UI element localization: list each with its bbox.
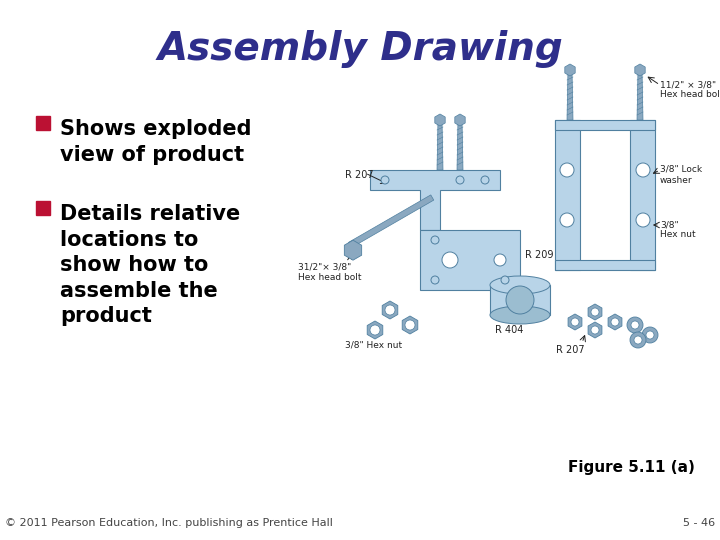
Circle shape bbox=[642, 327, 658, 343]
Circle shape bbox=[370, 325, 380, 335]
Circle shape bbox=[501, 276, 509, 284]
Text: 3/8": 3/8" bbox=[660, 220, 679, 229]
Circle shape bbox=[627, 317, 643, 333]
Text: Hex head bolt: Hex head bolt bbox=[660, 90, 720, 99]
Polygon shape bbox=[370, 170, 500, 230]
Circle shape bbox=[456, 176, 464, 184]
Polygon shape bbox=[437, 120, 443, 170]
Text: R 209: R 209 bbox=[525, 250, 554, 260]
Circle shape bbox=[381, 176, 389, 184]
Polygon shape bbox=[567, 70, 573, 120]
Polygon shape bbox=[457, 120, 463, 170]
Polygon shape bbox=[490, 285, 550, 315]
Polygon shape bbox=[630, 120, 655, 270]
Text: Assembly Drawing: Assembly Drawing bbox=[157, 30, 563, 68]
Text: 5 - 46: 5 - 46 bbox=[683, 518, 715, 528]
Ellipse shape bbox=[490, 306, 550, 324]
Circle shape bbox=[636, 163, 650, 177]
Text: washer: washer bbox=[660, 176, 693, 185]
Circle shape bbox=[385, 305, 395, 315]
Circle shape bbox=[611, 318, 619, 326]
Circle shape bbox=[431, 236, 439, 244]
Circle shape bbox=[560, 213, 574, 227]
Circle shape bbox=[591, 326, 599, 334]
Circle shape bbox=[494, 254, 506, 266]
Polygon shape bbox=[420, 230, 520, 290]
Polygon shape bbox=[637, 70, 643, 120]
Polygon shape bbox=[348, 195, 433, 248]
Text: R 207: R 207 bbox=[556, 345, 585, 355]
Circle shape bbox=[560, 163, 574, 177]
Text: R 404: R 404 bbox=[495, 325, 523, 335]
Text: Figure 5.11 (a): Figure 5.11 (a) bbox=[568, 460, 695, 475]
Polygon shape bbox=[555, 260, 655, 270]
Circle shape bbox=[506, 286, 534, 314]
Text: Hex head bolt: Hex head bolt bbox=[298, 273, 361, 282]
Circle shape bbox=[634, 336, 642, 344]
Circle shape bbox=[631, 321, 639, 329]
Polygon shape bbox=[555, 120, 655, 130]
Text: 31/2"× 3/8": 31/2"× 3/8" bbox=[298, 262, 351, 271]
Text: R 207: R 207 bbox=[345, 170, 374, 180]
Ellipse shape bbox=[490, 276, 550, 294]
Text: 11/2" × 3/8": 11/2" × 3/8" bbox=[660, 80, 716, 89]
Circle shape bbox=[571, 318, 579, 326]
Circle shape bbox=[591, 308, 599, 316]
Text: 3/8" Lock: 3/8" Lock bbox=[660, 165, 702, 174]
Circle shape bbox=[431, 276, 439, 284]
Text: Shows exploded
view of product: Shows exploded view of product bbox=[60, 119, 251, 165]
Text: Hex nut: Hex nut bbox=[660, 230, 696, 239]
Circle shape bbox=[442, 252, 458, 268]
Text: 3/8" Hex nut: 3/8" Hex nut bbox=[345, 340, 402, 349]
Circle shape bbox=[646, 331, 654, 339]
Text: Details relative
locations to
show how to
assemble the
product: Details relative locations to show how t… bbox=[60, 204, 240, 326]
Circle shape bbox=[636, 213, 650, 227]
Text: © 2011 Pearson Education, Inc. publishing as Prentice Hall: © 2011 Pearson Education, Inc. publishin… bbox=[5, 518, 333, 528]
Circle shape bbox=[481, 176, 489, 184]
Circle shape bbox=[630, 332, 646, 348]
Circle shape bbox=[405, 320, 415, 330]
Polygon shape bbox=[555, 120, 580, 270]
